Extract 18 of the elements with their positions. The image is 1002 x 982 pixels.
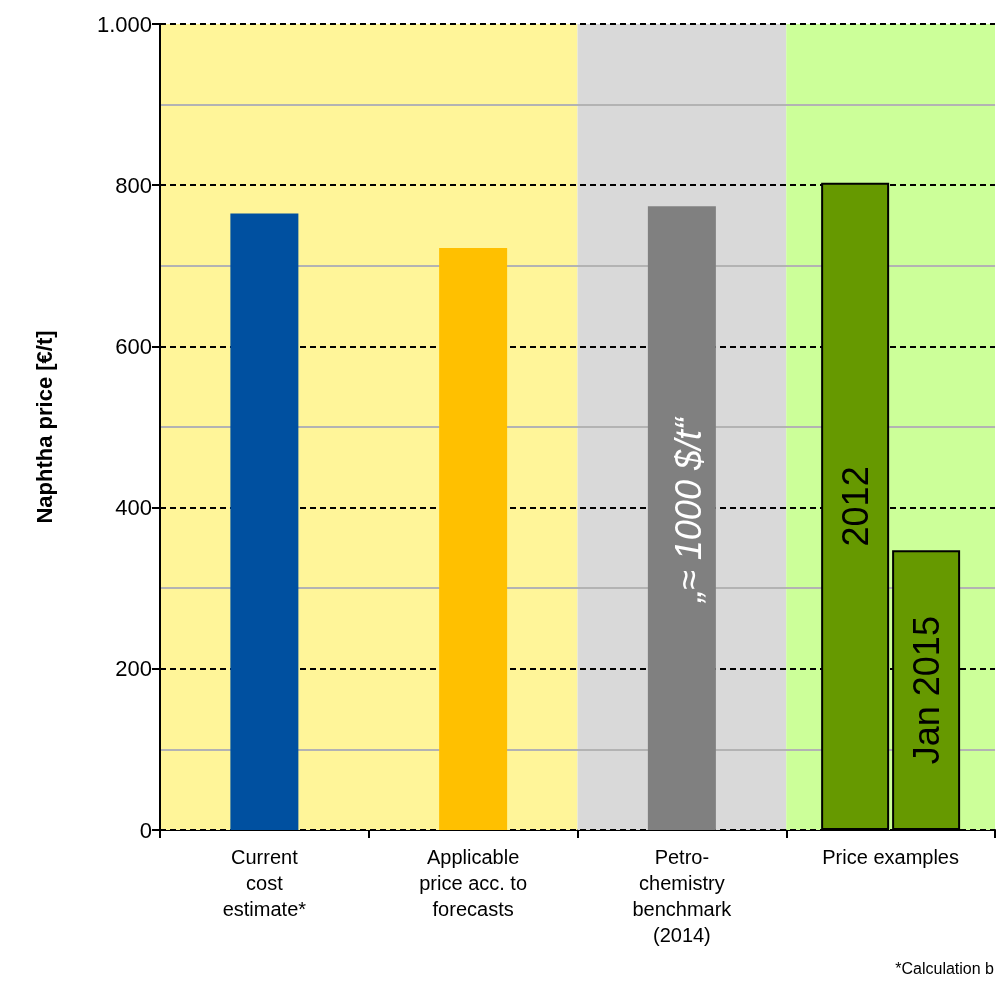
y-tick-label: 0 (139, 817, 152, 843)
text: *Calculation b (895, 959, 995, 977)
y-tick-label: 400 (115, 495, 152, 521)
y-axis-title: Naphtha price [€/t] (31, 330, 57, 524)
series-label: 2012 (834, 466, 876, 547)
annotation: „≈ 1000 $/t“ (667, 416, 709, 604)
y-tick-label: 200 (115, 656, 152, 682)
y-tick-label: 800 (115, 172, 152, 198)
x-tick-label: Petro- chemistry benchmark (2014) (632, 846, 733, 946)
bar (230, 213, 299, 830)
bar (647, 206, 716, 830)
series-label: Jan 2015 (905, 616, 947, 765)
y-tick-label: 1.000 (96, 11, 152, 37)
x-tick-label: Price examples (822, 846, 959, 868)
bar (439, 248, 508, 830)
x-tick-label: Current cost estimate* (222, 846, 307, 920)
x-tick-label: Applicable price acc. to forecasts (419, 846, 528, 920)
y-tick-label: 600 (115, 333, 152, 359)
